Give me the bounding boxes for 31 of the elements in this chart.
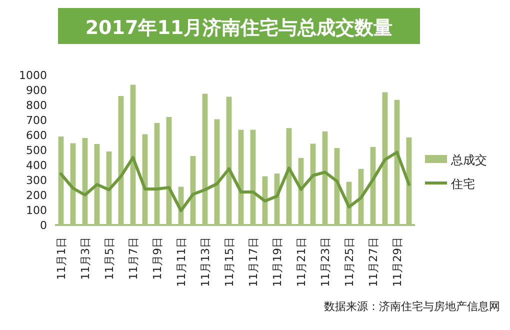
- x-tick-label: 11月19日: [271, 237, 284, 287]
- x-tick-label: 11月3日: [79, 237, 92, 280]
- legend-label: 住宅: [450, 177, 475, 191]
- x-tick-label: 11月29日: [391, 237, 404, 287]
- y-tick-label: 500: [26, 144, 47, 157]
- y-tick-label: 700: [26, 114, 47, 127]
- x-tick-label: 11月21日: [295, 237, 308, 287]
- y-tick-label: 200: [26, 189, 47, 202]
- x-tick-label: 11月7日: [127, 237, 140, 280]
- y-tick-label: 100: [26, 204, 47, 217]
- x-tick-label: 11月15日: [223, 237, 236, 287]
- y-tick-label: 0: [40, 219, 47, 232]
- y-tick-label: 300: [26, 174, 47, 187]
- x-tick-label: 11月23日: [319, 237, 332, 287]
- x-tick-label: 11月25日: [343, 237, 356, 287]
- x-tick-label: 11月5日: [103, 237, 116, 280]
- y-tick-label: 400: [26, 159, 47, 172]
- y-tick-label: 1000: [19, 69, 47, 82]
- x-tick-label: 11月11日: [175, 237, 188, 287]
- x-tick-label: 11月1日: [55, 237, 68, 280]
- y-tick-label: 800: [26, 99, 47, 112]
- x-tick-label: 11月13日: [199, 237, 212, 287]
- x-tick-label: 11月27日: [367, 237, 380, 287]
- chart-title: 2017年11月济南住宅与总成交数量: [85, 17, 393, 39]
- y-tick-label: 900: [26, 84, 47, 97]
- x-tick-label: 11月9日: [151, 237, 164, 280]
- x-tick-label: 11月17日: [247, 237, 260, 287]
- legend-label: 总成交: [450, 153, 487, 167]
- line-series: [60, 150, 410, 212]
- y-tick-label: 600: [26, 129, 47, 142]
- source-note: 数据来源：济南住宅与房地产信息网: [324, 300, 500, 313]
